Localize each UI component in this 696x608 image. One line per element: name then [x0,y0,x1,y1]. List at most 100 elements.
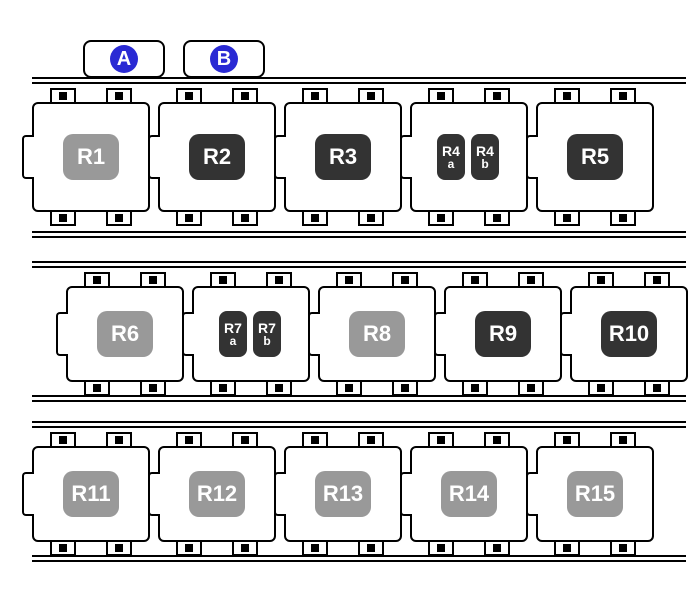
relay-slot-r11: R11 [32,446,150,542]
slot-notch [50,540,76,556]
rail [32,560,686,562]
slot-notch [428,540,454,556]
relay-slot-r7: R7aR7b [192,286,310,382]
rail [32,266,686,268]
relay-slot-r13: R13 [284,446,402,542]
slot-notch [210,272,236,288]
relay-diagram: ABR1R2R3R4aR4bR5R6R7aR7bR8R9R10R11R12R13… [0,0,696,608]
relay-chip-r2: R2 [189,134,245,180]
slot-notch [358,540,384,556]
slot-notch [610,540,636,556]
slot-notch [518,272,544,288]
slot-outline [410,102,528,212]
slot-bump [274,472,286,516]
slot-notch [428,88,454,104]
slot-notch [232,210,258,226]
slot-bump [526,472,538,516]
slot-notch [176,432,202,448]
slot-bump [148,472,160,516]
rail [32,426,686,428]
slot-notch [554,210,580,226]
slot-notch [392,380,418,396]
slot-notch [336,380,362,396]
slot-notch [358,88,384,104]
relay-slot-r8: R8 [318,286,436,382]
slot-notch [210,380,236,396]
slot-notch [266,272,292,288]
relay-chip-r5: R5 [567,134,623,180]
slot-notch [302,88,328,104]
slot-notch [428,432,454,448]
slot-notch [554,540,580,556]
relay-chip-r14: R14 [441,471,497,517]
slot-notch [336,272,362,288]
slot-bump [400,135,412,179]
relay-slot-r5: R5 [536,102,654,212]
relay-slot-r9: R9 [444,286,562,382]
slot-notch [484,432,510,448]
relay-chip-r13: R13 [315,471,371,517]
relay-slot-r12: R12 [158,446,276,542]
slot-bump [56,312,68,356]
rail [32,261,686,263]
slot-notch [610,432,636,448]
slot-bump [22,472,34,516]
relay-chip-r1: R1 [63,134,119,180]
relay-chip-r7a: R7a [219,311,247,357]
slot-bump [148,135,160,179]
slot-notch [106,210,132,226]
slot-notch [50,210,76,226]
slot-notch [176,540,202,556]
slot-notch [428,210,454,226]
relay-slot-r14: R14 [410,446,528,542]
slot-notch [610,88,636,104]
slot-notch [50,432,76,448]
slot-notch [392,272,418,288]
slot-notch [358,432,384,448]
relay-chip-r8: R8 [349,311,405,357]
slot-bump [182,312,194,356]
slot-notch [302,210,328,226]
relay-slot-r3: R3 [284,102,402,212]
rail [32,231,686,233]
relay-slot-r1: R1 [32,102,150,212]
slot-notch [462,272,488,288]
rail [32,77,686,79]
slot-notch [554,432,580,448]
slot-bump [400,472,412,516]
slot-bump [560,312,572,356]
slot-notch [106,540,132,556]
slot-notch [644,272,670,288]
slot-notch [302,540,328,556]
slot-notch [554,88,580,104]
top-tab-b: B [183,40,265,78]
relay-chip-r15: R15 [567,471,623,517]
slot-notch [588,272,614,288]
slot-notch [358,210,384,226]
top-tab-a: A [83,40,165,78]
relay-slot-r15: R15 [536,446,654,542]
relay-slot-r4: R4aR4b [410,102,528,212]
slot-notch [484,540,510,556]
slot-notch [462,380,488,396]
slot-bump [274,135,286,179]
slot-notch [266,380,292,396]
slot-bump [434,312,446,356]
relay-chip-r7b: R7b [253,311,281,357]
relay-chip-r3: R3 [315,134,371,180]
slot-notch [176,88,202,104]
relay-slot-r6: R6 [66,286,184,382]
slot-notch [106,88,132,104]
slot-notch [588,380,614,396]
rail [32,400,686,402]
tab-label: B [210,45,238,73]
relay-slot-r10: R10 [570,286,688,382]
slot-notch [176,210,202,226]
relay-slot-r2: R2 [158,102,276,212]
slot-notch [140,380,166,396]
relay-chip-r10: R10 [601,311,657,357]
slot-bump [308,312,320,356]
slot-notch [140,272,166,288]
rail [32,82,686,84]
slot-notch [518,380,544,396]
